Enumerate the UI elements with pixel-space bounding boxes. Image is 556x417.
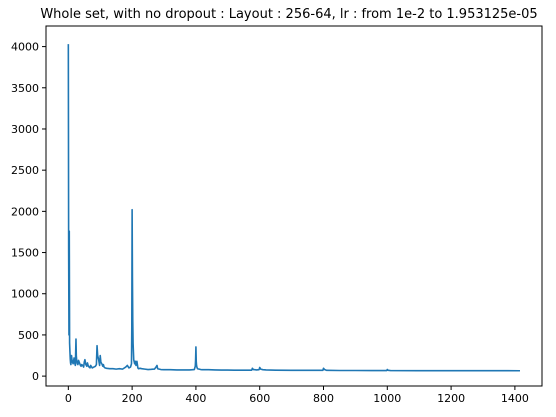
x-tick-label: 600	[249, 392, 270, 405]
y-tick-label: 2500	[11, 164, 39, 177]
x-tick-label: 0	[65, 392, 72, 405]
y-tick-label: 3500	[11, 82, 39, 95]
x-tick-label: 1400	[501, 392, 529, 405]
y-tick-label: 500	[18, 329, 39, 342]
y-tick-label: 0	[32, 370, 39, 383]
chart-title: Whole set, with no dropout : Layout : 25…	[40, 7, 537, 22]
y-tick-label: 2000	[11, 205, 39, 218]
y-tick-label: 4000	[11, 41, 39, 54]
x-tick-label: 400	[185, 392, 206, 405]
axes: 0 200 400 600 800 1000 1200 1400 0 500 1000 1500 200…	[11, 41, 529, 405]
x-tick-label: 1000	[373, 392, 401, 405]
x-tick-label: 1200	[437, 392, 465, 405]
y-tick-label: 3000	[11, 123, 39, 136]
y-tick-label: 1500	[11, 247, 39, 260]
plot-area	[45, 25, 543, 387]
series-line	[67, 44, 520, 372]
x-tick-label: 800	[313, 392, 334, 405]
x-tick-label: 200	[122, 392, 143, 405]
y-tick-label: 1000	[11, 288, 39, 301]
